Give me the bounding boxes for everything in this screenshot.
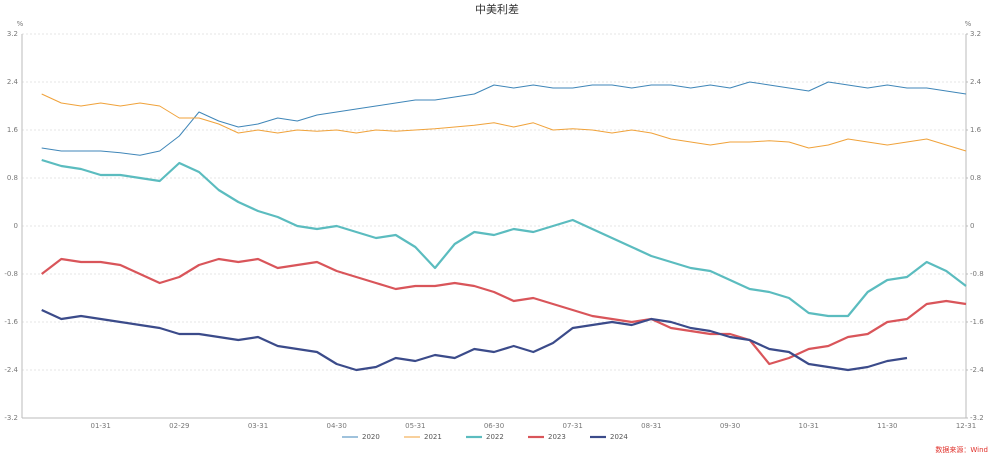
y2-tick-label: -3.2: [970, 414, 984, 422]
y-tick-label: 0: [14, 222, 18, 230]
y-tick-label: 0.8: [7, 174, 18, 182]
series-line: [41, 93, 967, 152]
series-line: [41, 158, 967, 318]
y-axis-unit: %: [17, 20, 24, 28]
y-tick-label: -3.2: [4, 414, 18, 422]
legend-label: 2021: [424, 433, 442, 441]
x-tick-label: 02-29: [169, 422, 189, 430]
y2-tick-label: -0.8: [970, 270, 984, 278]
legend-label: 2024: [610, 433, 628, 441]
y-tick-label: -0.8: [4, 270, 18, 278]
y2-tick-label: 0.8: [970, 174, 981, 182]
y2-tick-label: 1.6: [970, 126, 982, 134]
x-tick-label: 09-30: [720, 422, 740, 430]
chart-title: 中美利差: [475, 2, 519, 16]
y-tick-label: 2.4: [7, 78, 19, 86]
y2-tick-label: -1.6: [970, 318, 984, 326]
legend-label: 2020: [362, 433, 380, 441]
y-tick-label: 1.6: [7, 126, 19, 134]
y2-tick-label: -2.4: [970, 366, 984, 374]
x-tick-label: 01-31: [90, 422, 110, 430]
x-tick-label: 05-31: [405, 422, 425, 430]
source-note: 数据来源：Wind: [935, 445, 988, 454]
x-tick-label: 11-30: [877, 422, 897, 430]
y2-axis-unit: %: [965, 20, 972, 28]
legend-label: 2022: [486, 433, 504, 441]
x-tick-label: 08-31: [641, 422, 661, 430]
x-tick-label: 10-31: [798, 422, 818, 430]
y-tick-label: -2.4: [4, 366, 18, 374]
legend-label: 2023: [548, 433, 566, 441]
x-tick-label: 04-30: [326, 422, 346, 430]
x-tick-label: 12-31: [956, 422, 976, 430]
y-tick-label: -1.6: [4, 318, 18, 326]
series-line: [41, 257, 967, 366]
series-line: [41, 309, 908, 372]
x-tick-label: 03-31: [248, 422, 268, 430]
x-tick-label: 07-31: [562, 422, 582, 430]
x-tick-label: 06-30: [484, 422, 504, 430]
y-tick-label: 3.2: [7, 30, 18, 38]
y2-tick-label: 2.4: [970, 78, 982, 86]
series-line: [41, 81, 967, 156]
y2-tick-label: 3.2: [970, 30, 981, 38]
y2-tick-label: 0: [970, 222, 974, 230]
